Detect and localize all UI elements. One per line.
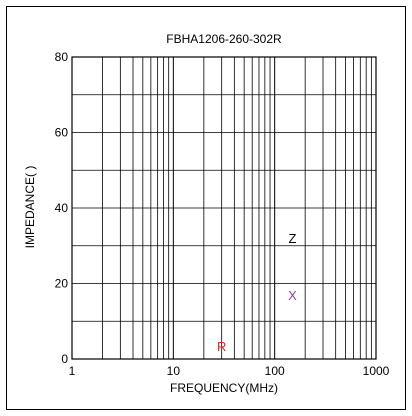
chart-frame: [6, 6, 406, 410]
x-tick-label: 10: [167, 364, 181, 378]
series-label-z: Z: [289, 231, 297, 246]
chart-title: FBHA1206-260-302R: [166, 32, 282, 46]
x-tick-label: 1: [69, 364, 76, 378]
series-label-r: R: [217, 339, 226, 354]
plot-area-border: [71, 56, 377, 360]
x-axis-label: FREQUENCY(MHz): [170, 381, 278, 395]
series-labels: Z X R: [217, 231, 297, 354]
y-axis-label: IMPEDANCE( ): [23, 166, 37, 249]
y-tick-label: 0: [61, 352, 68, 366]
axis-ticks: 1 10 100 1000 0 20 40 60 80: [55, 50, 390, 378]
y-tick-label: 60: [55, 126, 69, 140]
y-tick-label: 20: [55, 277, 69, 291]
chart-grid: [71, 56, 377, 360]
x-tick-label: 100: [265, 364, 285, 378]
x-tick-label: 1000: [363, 364, 390, 378]
series-label-x: X: [288, 288, 297, 303]
y-tick-label: 80: [55, 50, 69, 64]
y-tick-label: 40: [55, 201, 69, 215]
